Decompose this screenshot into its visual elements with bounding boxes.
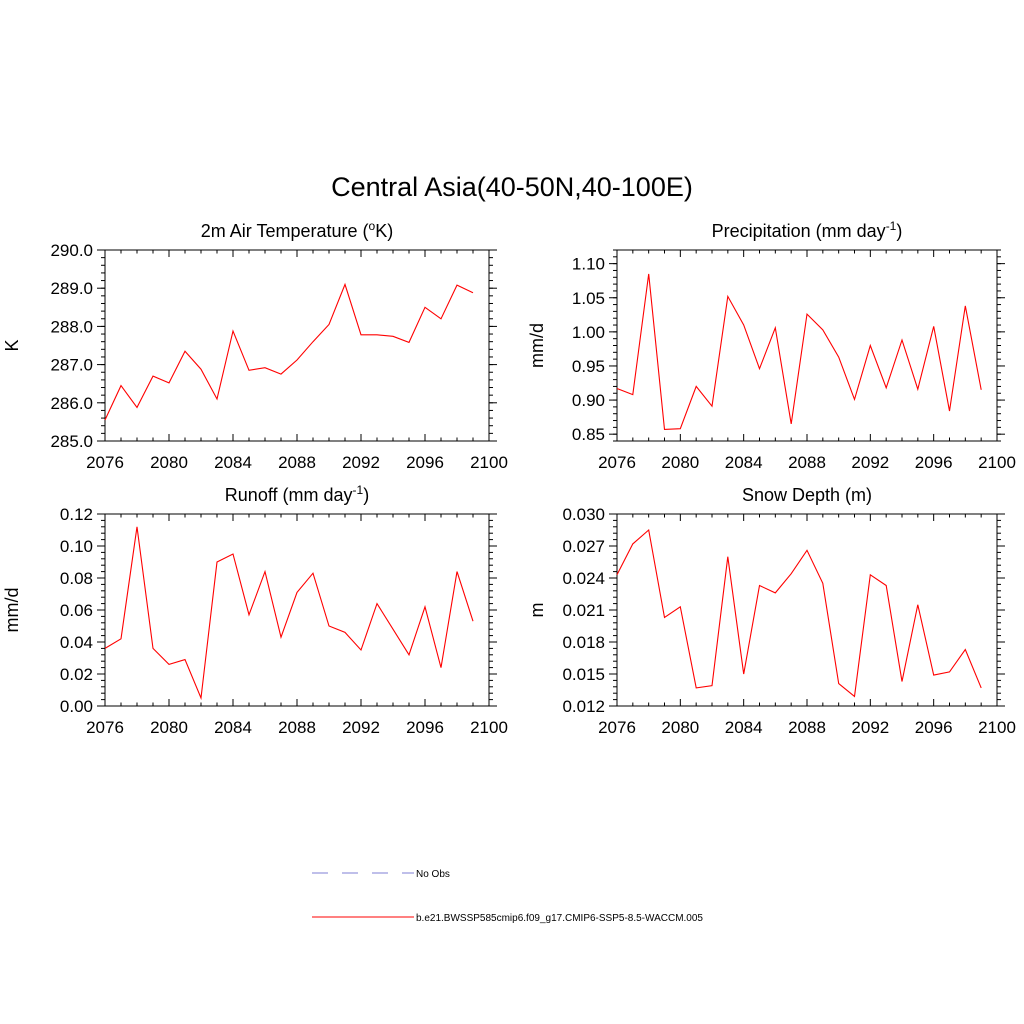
panel-title: Precipitation (mm day-1) xyxy=(712,219,903,241)
plot-frame xyxy=(616,513,998,707)
x-tick-label: 2096 xyxy=(915,453,953,472)
y-tick-label: 287.0 xyxy=(50,356,93,375)
legend-model-label: b.e21.BWSSP585cmip6.f09_g17.CMIP6-SSP5-8… xyxy=(416,913,703,924)
panel-title-tail: ) xyxy=(363,485,369,505)
panel-3: Snow Depth (m) m 2076 2080 2084 2088 2092 2096 2… xyxy=(527,485,1016,737)
x-tick-label: 2076 xyxy=(598,453,636,472)
y-tick-label: 0.06 xyxy=(60,601,93,620)
panel-title-main: Precipitation (mm day xyxy=(712,221,886,241)
figure-title: Central Asia(40-50N,40-100E) xyxy=(331,172,693,202)
y-axis-label: mm/d xyxy=(527,323,547,368)
y-tick-label: 0.00 xyxy=(60,697,93,716)
y-tick-label: 285.0 xyxy=(50,432,93,451)
y-axis-label: m xyxy=(527,603,547,618)
x-tick-label: 2088 xyxy=(278,453,316,472)
y-tick-label: 1.10 xyxy=(572,255,605,274)
x-tick-label: 2092 xyxy=(342,718,380,737)
plot-frame xyxy=(104,249,490,442)
y-tick-label: 0.030 xyxy=(562,505,605,524)
x-tick-label: 2076 xyxy=(86,718,124,737)
y-tick-label: 288.0 xyxy=(50,317,93,336)
x-tick-label: 2088 xyxy=(278,718,316,737)
panel-title-main: 2m Air Temperature ( xyxy=(201,221,369,241)
x-tick-label: 2100 xyxy=(978,453,1016,472)
x-tick-label: 2084 xyxy=(214,453,252,472)
panel-title-superscript: o xyxy=(369,219,376,233)
panel-title-main: Snow Depth (m) xyxy=(742,485,872,505)
series-line-0 xyxy=(616,528,982,698)
x-tick-label: 2076 xyxy=(598,718,636,737)
y-tick-label: 0.12 xyxy=(60,505,93,524)
x-tick-label: 2084 xyxy=(725,718,763,737)
y-tick-label: 0.85 xyxy=(572,425,605,444)
panel-0: 2m Air Temperature (oK) K 2076 2080 2084 2088… xyxy=(2,219,508,472)
panel-title-main: Runoff (mm day xyxy=(225,485,353,505)
x-tick-label: 2100 xyxy=(978,718,1016,737)
y-tick-label: 0.02 xyxy=(60,665,93,684)
y-tick-label: 289.0 xyxy=(50,279,93,298)
y-axis-label: K xyxy=(2,339,22,351)
x-tick-label: 2084 xyxy=(214,718,252,737)
y-tick-label: 0.024 xyxy=(562,569,605,588)
x-tick-label: 2084 xyxy=(725,453,763,472)
y-axis-label: mm/d xyxy=(2,588,22,633)
y-tick-label: 290.0 xyxy=(50,241,93,260)
series-line-0 xyxy=(104,526,474,701)
y-tick-label: 0.027 xyxy=(562,537,605,556)
panel-title-tail: ) xyxy=(896,221,902,241)
panel-title-superscript: -1 xyxy=(353,483,364,497)
panel-title: Runoff (mm day-1) xyxy=(225,483,369,505)
panel-2: Runoff (mm day-1) mm/d 2076 2080 2084 2088 209… xyxy=(2,483,508,737)
y-tick-label: 0.015 xyxy=(562,665,605,684)
x-tick-label: 2096 xyxy=(915,718,953,737)
plot-frame xyxy=(616,249,998,442)
plot-frame xyxy=(104,513,490,707)
y-tick-label: 0.021 xyxy=(562,601,605,620)
panels: 2m Air Temperature (oK) K 2076 2080 2084 2088… xyxy=(2,219,1016,737)
x-tick-label: 2092 xyxy=(851,718,889,737)
y-tick-label: 0.018 xyxy=(562,633,605,652)
x-tick-label: 2076 xyxy=(86,453,124,472)
y-tick-label: 0.08 xyxy=(60,569,93,588)
x-tick-label: 2096 xyxy=(406,718,444,737)
y-tick-label: 0.95 xyxy=(572,357,605,376)
y-tick-label: 286.0 xyxy=(50,394,93,413)
y-tick-label: 0.10 xyxy=(60,537,93,556)
x-tick-label: 2092 xyxy=(342,453,380,472)
legend: No Obs b.e21.BWSSP585cmip6.f09_g17.CMIP6-… xyxy=(312,869,703,924)
y-tick-label: 0.012 xyxy=(562,697,605,716)
series-line-0 xyxy=(616,273,982,430)
x-tick-label: 2080 xyxy=(661,453,699,472)
panel-title-superscript: -1 xyxy=(886,219,897,233)
x-tick-label: 2088 xyxy=(788,453,826,472)
y-tick-label: 1.05 xyxy=(572,289,605,308)
panel-title: 2m Air Temperature (oK) xyxy=(201,219,393,241)
legend-obs-label: No Obs xyxy=(416,869,450,880)
x-tick-label: 2096 xyxy=(406,453,444,472)
x-tick-label: 2100 xyxy=(470,718,508,737)
y-tick-label: 1.00 xyxy=(572,323,605,342)
y-tick-label: 0.90 xyxy=(572,391,605,410)
x-tick-label: 2080 xyxy=(150,718,188,737)
panel-1: Precipitation (mm day-1) mm/d 2076 2080 2084… xyxy=(527,219,1016,472)
x-tick-label: 2092 xyxy=(851,453,889,472)
series-line-0 xyxy=(104,282,474,421)
x-tick-label: 2088 xyxy=(788,718,826,737)
x-tick-label: 2080 xyxy=(150,453,188,472)
x-tick-label: 2100 xyxy=(470,453,508,472)
panel-title: Snow Depth (m) xyxy=(742,485,872,505)
x-tick-label: 2080 xyxy=(661,718,699,737)
panel-title-tail: K) xyxy=(375,221,393,241)
y-tick-label: 0.04 xyxy=(60,633,93,652)
